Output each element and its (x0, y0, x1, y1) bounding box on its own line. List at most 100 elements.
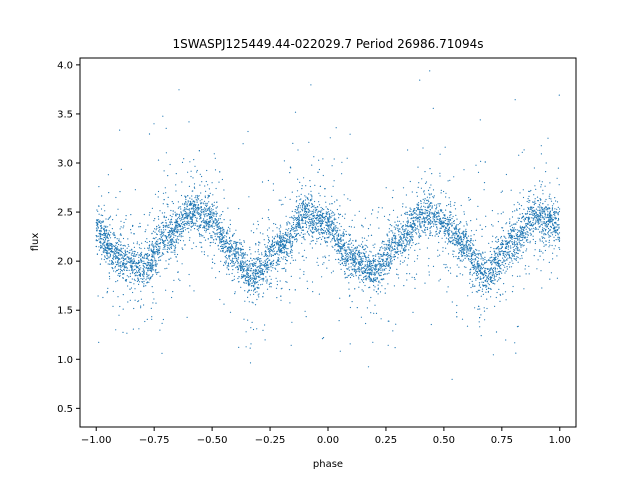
data-point (503, 253, 505, 255)
data-point (484, 256, 486, 258)
data-point (237, 281, 240, 283)
data-point (402, 234, 404, 236)
data-point (399, 250, 402, 252)
data-point (260, 278, 262, 280)
data-point (172, 238, 174, 240)
data-point (209, 216, 211, 218)
data-point (195, 222, 197, 224)
data-point (445, 230, 447, 232)
data-point (472, 251, 474, 253)
data-point (103, 258, 105, 261)
data-point (421, 220, 423, 223)
data-point (478, 250, 480, 252)
data-point (358, 250, 360, 253)
data-point (384, 269, 386, 271)
data-point (215, 187, 217, 190)
data-point (529, 213, 531, 215)
data-point (276, 284, 278, 286)
data-point (148, 269, 150, 271)
data-point (138, 271, 141, 273)
data-point (143, 266, 145, 268)
data-point (385, 258, 387, 260)
data-point (154, 253, 156, 255)
data-point (211, 258, 213, 260)
data-point (498, 270, 501, 272)
data-point (527, 231, 529, 233)
data-point (219, 215, 221, 217)
data-point (106, 244, 109, 246)
data-point (457, 231, 459, 233)
data-point (400, 235, 402, 237)
data-point (544, 249, 547, 252)
data-point (239, 239, 241, 241)
data-point (520, 236, 523, 238)
data-point (125, 215, 127, 217)
data-point (107, 218, 109, 220)
data-point (254, 287, 256, 289)
data-point (264, 251, 266, 253)
data-point (249, 362, 252, 364)
data-point (196, 197, 198, 199)
data-point (380, 269, 382, 271)
data-point (108, 217, 110, 219)
data-point (494, 254, 496, 256)
data-point (508, 246, 510, 248)
data-point (148, 248, 150, 250)
data-point (396, 241, 398, 244)
data-point (125, 279, 128, 281)
data-point (227, 207, 229, 209)
data-point (435, 217, 437, 219)
data-point (177, 207, 179, 209)
data-point (525, 273, 527, 275)
data-point (184, 207, 186, 209)
data-point (339, 238, 341, 240)
data-point (344, 252, 346, 254)
data-point (420, 225, 422, 227)
data-point (268, 250, 270, 252)
data-point (514, 253, 516, 255)
data-point (273, 243, 276, 246)
data-point (269, 248, 271, 251)
data-point (501, 245, 503, 247)
data-point (265, 246, 267, 248)
data-point (402, 203, 404, 205)
data-point (291, 321, 293, 323)
data-point (389, 262, 391, 264)
data-point (541, 214, 543, 217)
data-point (238, 254, 240, 256)
data-point (392, 249, 394, 251)
data-point (155, 236, 157, 239)
data-point (157, 254, 159, 256)
data-point (535, 208, 538, 210)
data-point (332, 270, 334, 272)
data-point (264, 260, 266, 262)
data-point (100, 229, 102, 231)
data-point (353, 268, 355, 270)
data-point (138, 270, 140, 272)
data-point (509, 256, 511, 258)
data-point (96, 224, 98, 226)
data-point (148, 262, 150, 264)
data-point (202, 227, 204, 229)
data-point (535, 216, 538, 218)
data-point (406, 211, 408, 213)
data-point (479, 286, 482, 288)
data-point (108, 246, 110, 248)
data-point (107, 226, 109, 228)
data-point (543, 221, 546, 223)
data-point (335, 243, 337, 245)
data-point (256, 228, 258, 230)
data-point (325, 224, 327, 226)
data-point (548, 207, 550, 209)
data-point (129, 273, 131, 275)
data-point (149, 212, 151, 214)
data-point (525, 228, 527, 230)
data-point (438, 241, 440, 244)
data-point (362, 255, 364, 257)
data-point (116, 250, 118, 252)
data-point (382, 255, 384, 257)
data-point (107, 263, 109, 265)
data-point (526, 226, 529, 228)
data-point (359, 253, 361, 255)
data-point (116, 261, 119, 263)
